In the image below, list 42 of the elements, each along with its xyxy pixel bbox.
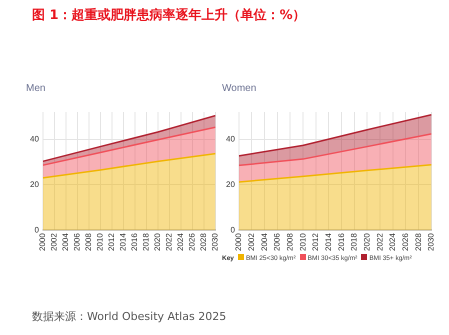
caption: 图 1：超重或肥胖患病率逐年上升（单位：%） [32,6,306,24]
x-tick-label: 2020 [362,232,372,251]
x-tick-label: 2030 [426,232,436,251]
y-tick-label: 40 [226,134,236,144]
x-tick-label: 2000 [234,232,244,251]
x-tick-label: 2022 [375,232,384,251]
y-tick-label: 0 [34,225,40,234]
x-tick-label: 2024 [176,232,186,251]
x-tick-label: 2026 [400,232,410,251]
chart-title: Women [222,82,256,94]
x-tick-label: 2010 [96,232,105,251]
x-tick-label: 2026 [188,232,197,251]
y-tick-label: 20 [30,180,40,189]
x-tick-label: 2012 [311,232,320,251]
x-tick-label: 2018 [350,232,359,251]
x-tick-label: 2024 [388,232,398,251]
x-tick-label: 2004 [260,232,269,251]
x-tick-label: 2030 [210,232,220,251]
x-tick-label: 2016 [336,232,346,251]
x-tick-label: 2028 [199,232,208,251]
y-tick-label: 0 [230,225,236,234]
x-tick-label: 2028 [414,232,423,251]
x-tick-label: 2008 [84,232,94,251]
x-tick-label: 2014 [324,232,333,251]
y-tick-label: 40 [30,134,40,144]
x-tick-label: 2000 [38,232,48,251]
x-tick-label: 2022 [164,232,174,251]
x-tick-label: 2008 [285,232,294,251]
x-tick-label: 2018 [142,232,151,251]
x-tick-label: 2020 [153,232,162,251]
x-tick-label: 2014 [118,232,128,251]
chart-title: Men [26,82,46,94]
x-tick-label: 2010 [298,232,308,251]
source-note: 数据来源：World Obesity Atlas 2025 [32,309,226,324]
x-tick-label: 2004 [61,232,70,251]
x-tick-label: 2012 [107,232,116,251]
y-tick-label: 20 [226,180,236,189]
x-tick-label: 2002 [50,232,59,251]
x-tick-label: 2002 [246,232,256,251]
x-tick-label: 2006 [72,232,82,251]
x-tick-label: 2016 [130,232,140,251]
x-tick-label: 2006 [272,232,282,251]
